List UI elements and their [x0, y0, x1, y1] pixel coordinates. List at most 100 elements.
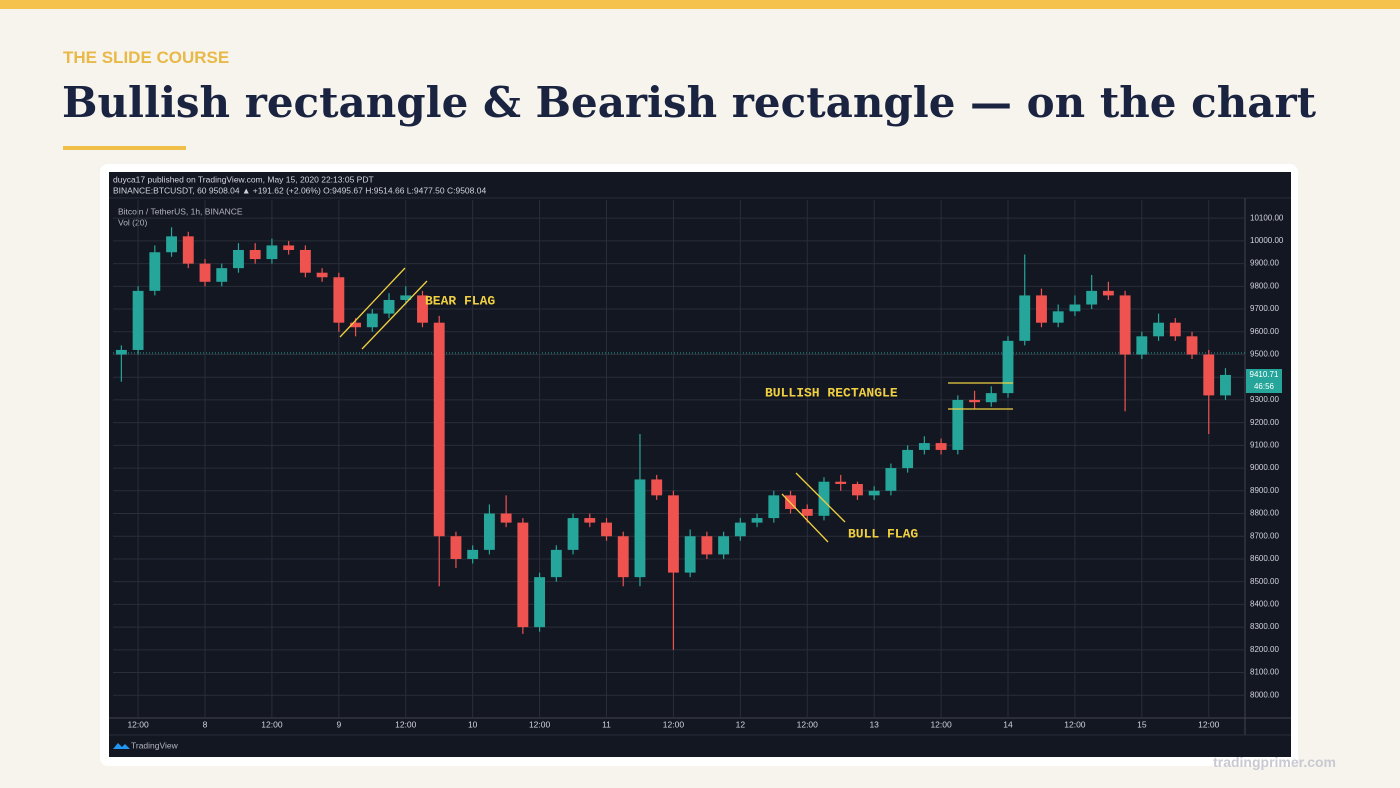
- slide-title: Bullish rectangle & Bearish rectangle — …: [62, 78, 1316, 127]
- top-bar: [0, 0, 1400, 9]
- y-tick-label: 8400.00: [1250, 600, 1279, 609]
- annotation-line: [795, 472, 846, 523]
- candle-body: [1136, 336, 1148, 355]
- countdown-label: 46:56: [1254, 382, 1275, 391]
- byline: duyca17 published on TradingView.com, Ma…: [113, 174, 374, 184]
- candle-body: [617, 536, 629, 578]
- candle-body: [1052, 311, 1064, 323]
- candle-body: [969, 399, 980, 403]
- candle-body: [1203, 354, 1215, 396]
- annotation-line: [339, 267, 406, 338]
- candle-body: [935, 443, 947, 450]
- candle-body: [985, 393, 997, 403]
- x-tick-label: 12:00: [797, 719, 819, 729]
- candle-body: [634, 479, 646, 578]
- x-tick-label: 9: [336, 719, 341, 729]
- y-tick-label: 8800.00: [1250, 509, 1279, 518]
- candle-body: [868, 490, 880, 496]
- x-tick-label: 12:00: [930, 719, 952, 729]
- y-tick-label: 9800.00: [1250, 281, 1279, 290]
- y-tick-label: 9600.00: [1250, 327, 1279, 336]
- candle-body: [233, 249, 244, 269]
- y-tick-label: 8900.00: [1250, 486, 1279, 495]
- y-tick-label: 8700.00: [1250, 531, 1279, 540]
- candle-body: [149, 252, 161, 291]
- x-tick-label: 12:00: [663, 719, 685, 729]
- y-tick-label: 10000.00: [1250, 236, 1284, 245]
- y-tick-label: 9000.00: [1250, 463, 1279, 472]
- y-tick-label: 9200.00: [1250, 418, 1279, 427]
- y-tick-label: 8000.00: [1250, 690, 1279, 699]
- candle-body: [1153, 322, 1165, 337]
- annotation: BULLISH RECTANGLE: [765, 385, 898, 400]
- candle-body: [718, 536, 730, 555]
- y-tick-label: 9500.00: [1250, 350, 1279, 359]
- candle-body: [483, 513, 495, 550]
- candle-body: [835, 481, 847, 484]
- y-tick-label: 9700.00: [1250, 304, 1279, 313]
- candle-body: [1169, 322, 1181, 337]
- candle-body: [567, 518, 579, 550]
- candle-body: [768, 495, 780, 519]
- tv-logo: [113, 743, 130, 749]
- candle-body: [1069, 304, 1081, 312]
- candle-body: [651, 479, 663, 496]
- candle-body: [550, 549, 562, 578]
- candle-body: [216, 268, 228, 282]
- x-tick-label: 12:00: [261, 719, 283, 729]
- candle-body: [667, 495, 679, 573]
- last-price-label: 9410.71: [1250, 370, 1279, 379]
- countdown-tag: [1246, 381, 1282, 393]
- y-tick-label: 10100.00: [1250, 213, 1284, 222]
- x-tick-label: 8: [203, 719, 208, 729]
- candle-body: [517, 522, 529, 628]
- candle-body: [316, 272, 328, 278]
- candle-body: [751, 518, 763, 523]
- candle-body: [350, 322, 362, 328]
- candle-body: [249, 249, 261, 260]
- y-tick-label: 8600.00: [1250, 554, 1279, 563]
- symbol-line: BINANCE:BTCUSDT, 60 9508.04 ▲ +191.62 (+…: [113, 185, 486, 195]
- candle-body: [115, 349, 127, 355]
- x-tick-label: 12:00: [1064, 719, 1086, 729]
- candle-body: [952, 399, 964, 450]
- footer: tradingprimer.com: [1213, 754, 1336, 770]
- candle-body: [534, 577, 546, 628]
- candle-body: [283, 245, 295, 250]
- pane-title: Bitcoin / TetherUS, 1h, BINANCE: [118, 206, 243, 216]
- candle-body: [1036, 295, 1047, 323]
- candle-body: [333, 277, 345, 323]
- candle-body: [299, 249, 311, 273]
- kicker: THE SLIDE COURSE: [63, 48, 230, 67]
- y-tick-label: 9100.00: [1250, 440, 1279, 449]
- y-tick-label: 9300.00: [1250, 395, 1279, 404]
- watermark: TradingView: [131, 740, 179, 750]
- x-tick-label: 11: [602, 719, 611, 729]
- candle-body: [500, 513, 512, 523]
- candle-body: [1220, 374, 1231, 396]
- candle-body: [818, 481, 830, 516]
- volume-label: Vol (20): [118, 217, 147, 227]
- annotation-line: [361, 280, 428, 350]
- candle-body: [366, 313, 378, 328]
- candle-body: [1002, 340, 1014, 394]
- price-tag: [1246, 369, 1282, 381]
- candle-body: [166, 236, 177, 253]
- candle-body: [852, 483, 863, 496]
- x-tick-label: 14: [1003, 719, 1013, 729]
- y-tick-label: 9900.00: [1250, 259, 1279, 268]
- candle-body: [584, 518, 596, 523]
- candle-body: [433, 322, 445, 537]
- x-tick-label: 15: [1137, 719, 1147, 729]
- x-tick-label: 12: [736, 719, 746, 729]
- candle-body: [400, 295, 412, 300]
- candle-body: [1186, 336, 1198, 355]
- title-rule: [63, 146, 186, 150]
- y-tick-label: 8300.00: [1250, 622, 1279, 631]
- x-tick-label: 12:00: [529, 719, 551, 729]
- annotation: BEAR FLAG: [425, 293, 495, 308]
- x-tick-label: 12:00: [395, 719, 417, 729]
- x-tick-label: 12:00: [127, 719, 149, 729]
